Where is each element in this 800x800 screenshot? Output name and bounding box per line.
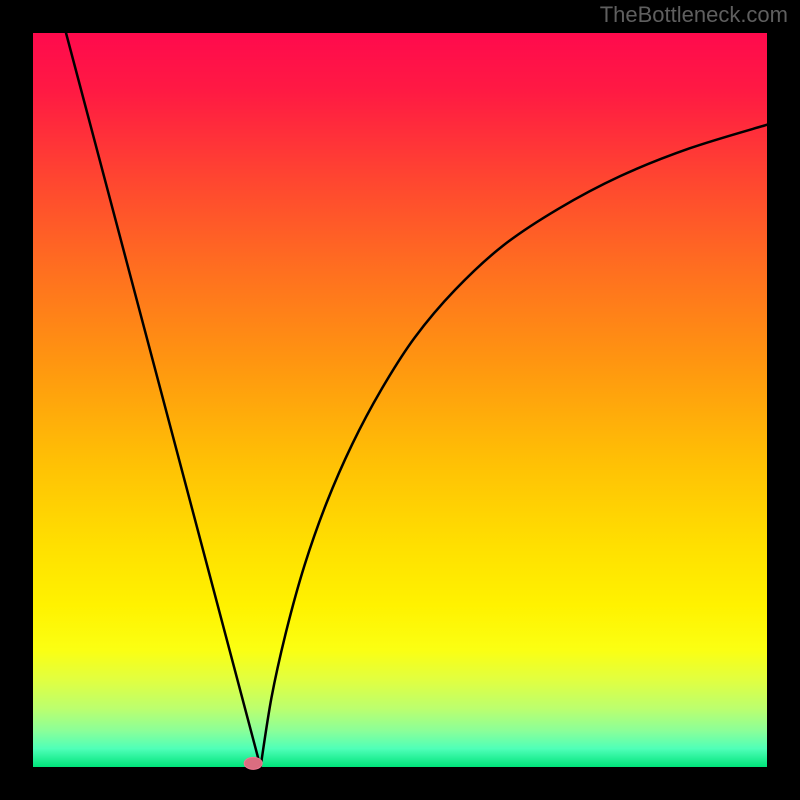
minimum-marker xyxy=(244,757,262,769)
curve-left-branch xyxy=(66,33,261,767)
curve-layer xyxy=(0,0,800,800)
watermark-text: TheBottleneck.com xyxy=(600,2,788,28)
image-container: TheBottleneck.com xyxy=(0,0,800,800)
curve-right-branch xyxy=(261,125,767,767)
